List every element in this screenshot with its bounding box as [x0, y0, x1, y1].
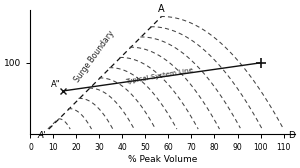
Text: A': A'	[38, 131, 46, 140]
Text: Typical System Line: Typical System Line	[125, 67, 194, 85]
Text: A": A"	[51, 80, 60, 89]
Text: D: D	[288, 131, 295, 140]
Text: Surge Boundary: Surge Boundary	[73, 29, 117, 84]
X-axis label: % Peak Volume: % Peak Volume	[128, 155, 197, 164]
Text: A: A	[158, 4, 165, 14]
